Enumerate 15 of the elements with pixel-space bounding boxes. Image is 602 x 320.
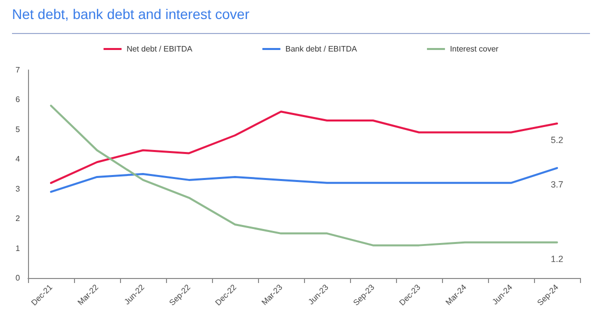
y-tick-label: 6 <box>16 95 21 104</box>
chart-title: Net debt, bank debt and interest cover <box>12 6 250 22</box>
legend-label: Bank debt / EBITDA <box>285 44 358 54</box>
data-label: 3.7 <box>550 180 564 190</box>
legend-label: Net debt / EBITDA <box>126 44 194 54</box>
y-tick-label: 0 <box>16 274 21 282</box>
y-tick-label: 7 <box>16 66 21 74</box>
y-tick-label: 3 <box>16 184 21 194</box>
y-tick-label: 1 <box>16 244 21 253</box>
y-tick-label: 5 <box>16 124 21 134</box>
legend-label: Interest cover <box>450 44 499 54</box>
y-tick-label: 4 <box>16 154 21 164</box>
data-label: 1.2 <box>550 254 564 264</box>
data-label: 5.2 <box>550 134 564 145</box>
y-tick-label: 2 <box>16 214 21 224</box>
